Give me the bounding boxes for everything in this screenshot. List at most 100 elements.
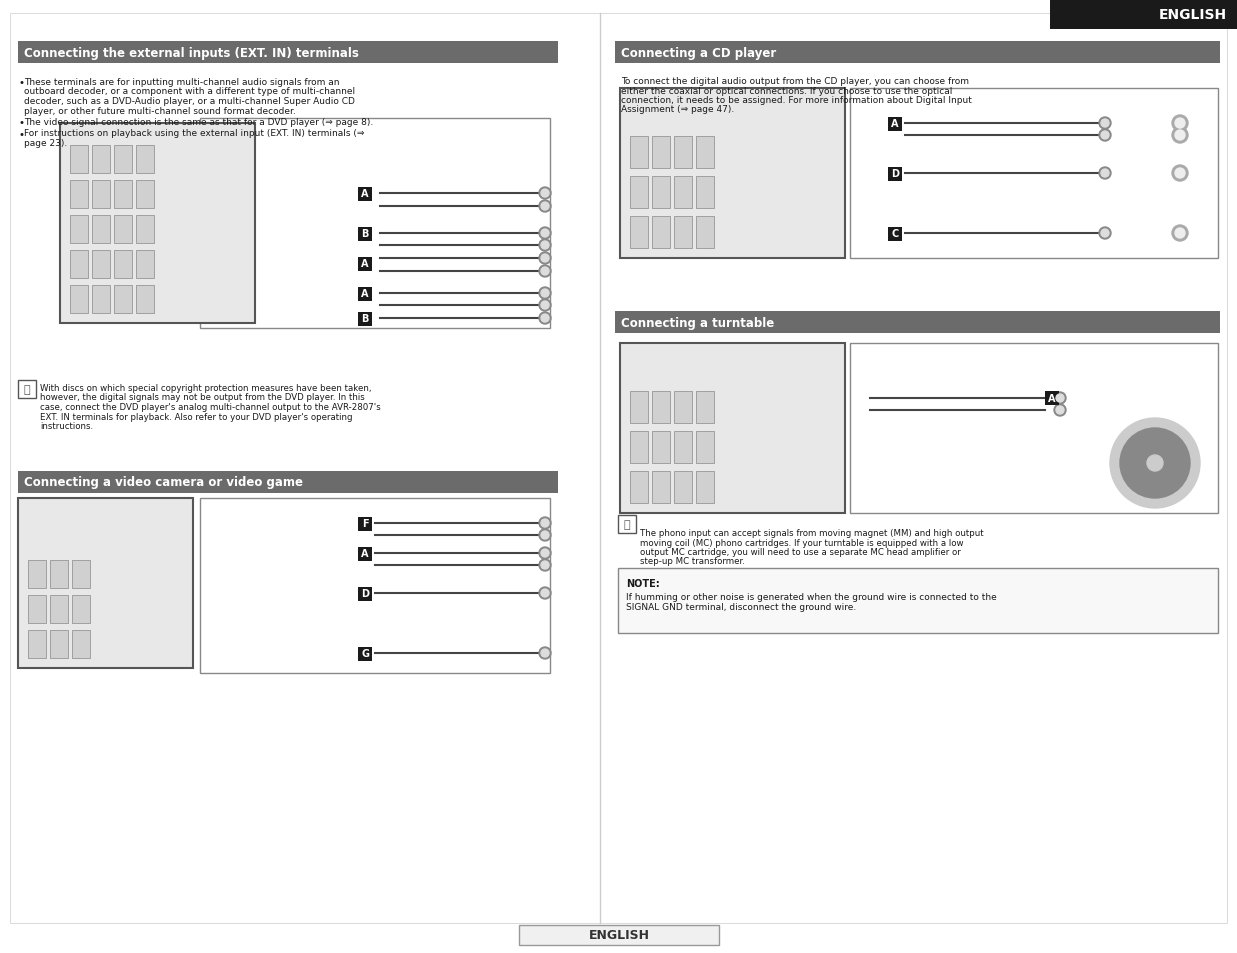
- Bar: [618, 568, 1218, 634]
- Text: For instructions on playback using the external input (EXT. IN) terminals (⇒: For instructions on playback using the e…: [24, 130, 365, 138]
- Text: F: F: [361, 518, 369, 529]
- Bar: [19, 472, 558, 494]
- Circle shape: [539, 587, 550, 599]
- Circle shape: [539, 266, 550, 277]
- Bar: [674, 472, 691, 503]
- Text: A: A: [361, 289, 369, 298]
- Bar: [850, 89, 1218, 258]
- Circle shape: [539, 201, 550, 213]
- Bar: [28, 630, 46, 659]
- Circle shape: [541, 550, 549, 558]
- Circle shape: [541, 302, 549, 310]
- Bar: [114, 215, 132, 244]
- Text: either the coaxial or optical connections. If you choose to use the optical: either the coaxial or optical connection…: [621, 87, 952, 95]
- Bar: [136, 251, 153, 278]
- Text: step-up MC transformer.: step-up MC transformer.: [640, 557, 745, 566]
- Circle shape: [1171, 166, 1188, 182]
- Text: decoder, such as a DVD-Audio player, or a multi-channel Super Audio CD: decoder, such as a DVD-Audio player, or …: [24, 97, 355, 106]
- Circle shape: [539, 188, 550, 200]
- Bar: [696, 216, 714, 249]
- Text: 🔧: 🔧: [623, 519, 631, 530]
- Bar: [136, 181, 153, 209]
- Bar: [136, 146, 153, 173]
- Circle shape: [1101, 170, 1110, 178]
- Bar: [200, 119, 550, 329]
- Bar: [357, 257, 372, 272]
- Text: 🔧: 🔧: [24, 385, 31, 395]
- Circle shape: [541, 561, 549, 569]
- Circle shape: [1147, 456, 1163, 472]
- Bar: [114, 181, 132, 209]
- Text: •: •: [19, 118, 24, 128]
- Text: A: A: [361, 258, 369, 269]
- Circle shape: [539, 299, 550, 312]
- Text: A: A: [891, 119, 899, 129]
- Circle shape: [539, 559, 550, 572]
- Bar: [652, 432, 670, 463]
- Bar: [72, 596, 90, 623]
- Circle shape: [1098, 118, 1111, 130]
- Bar: [888, 168, 902, 182]
- Circle shape: [541, 254, 549, 263]
- Bar: [92, 251, 110, 278]
- Text: moving coil (MC) phono cartridges. If your turntable is equipped with a low: moving coil (MC) phono cartridges. If yo…: [640, 537, 964, 547]
- Bar: [674, 177, 691, 209]
- Bar: [71, 181, 88, 209]
- Bar: [61, 124, 255, 324]
- Text: page 23).: page 23).: [24, 139, 67, 148]
- Bar: [630, 216, 648, 249]
- Text: A: A: [1048, 394, 1055, 403]
- Text: output MC cartridge, you will need to use a separate MC head amplifier or: output MC cartridge, you will need to us…: [640, 547, 961, 557]
- Circle shape: [539, 547, 550, 559]
- Bar: [19, 498, 193, 668]
- Text: These terminals are for inputting multi-channel audio signals from an: These terminals are for inputting multi-…: [24, 78, 339, 87]
- Text: To connect the digital audio output from the CD player, you can choose from: To connect the digital audio output from…: [621, 77, 969, 86]
- Bar: [92, 215, 110, 244]
- Text: •: •: [19, 78, 24, 88]
- Text: connection, it needs to be assigned. For more information about Digital Input: connection, it needs to be assigned. For…: [621, 96, 972, 105]
- Circle shape: [539, 228, 550, 240]
- Circle shape: [541, 203, 549, 211]
- Circle shape: [1098, 168, 1111, 180]
- Text: The video signal connection is the same as that for a DVD player (⇒ page 8).: The video signal connection is the same …: [24, 118, 374, 127]
- Circle shape: [541, 532, 549, 539]
- Circle shape: [1175, 131, 1185, 141]
- Circle shape: [541, 230, 549, 237]
- Bar: [888, 118, 902, 132]
- Text: G: G: [361, 648, 369, 659]
- Circle shape: [541, 268, 549, 275]
- Bar: [620, 344, 845, 514]
- Text: D: D: [361, 588, 369, 598]
- Circle shape: [539, 240, 550, 252]
- Text: Connecting a CD player: Connecting a CD player: [621, 47, 777, 59]
- Bar: [19, 380, 36, 398]
- Bar: [696, 137, 714, 169]
- Bar: [357, 547, 372, 561]
- Text: SIGNAL GND terminal, disconnect the ground wire.: SIGNAL GND terminal, disconnect the grou…: [626, 602, 856, 612]
- Bar: [357, 288, 372, 302]
- Text: Assignment (⇒ page 47).: Assignment (⇒ page 47).: [621, 106, 735, 114]
- Circle shape: [541, 314, 549, 323]
- Circle shape: [541, 190, 549, 198]
- Bar: [71, 215, 88, 244]
- Bar: [620, 89, 845, 258]
- Text: case, connect the DVD player's analog multi-channel output to the AVR-2807's: case, connect the DVD player's analog mu…: [40, 402, 381, 412]
- Circle shape: [541, 519, 549, 527]
- Bar: [630, 432, 648, 463]
- Text: instructions.: instructions.: [40, 421, 93, 431]
- Text: B: B: [361, 229, 369, 239]
- Text: •: •: [19, 130, 24, 139]
- Bar: [357, 188, 372, 202]
- Bar: [19, 42, 558, 64]
- Bar: [200, 498, 550, 673]
- Bar: [696, 432, 714, 463]
- Circle shape: [541, 242, 549, 250]
- Bar: [28, 560, 46, 588]
- Circle shape: [1098, 228, 1111, 240]
- Bar: [71, 251, 88, 278]
- Bar: [357, 313, 372, 327]
- Circle shape: [1175, 229, 1185, 239]
- Bar: [630, 177, 648, 209]
- Bar: [652, 472, 670, 503]
- Text: ENGLISH: ENGLISH: [1159, 8, 1227, 22]
